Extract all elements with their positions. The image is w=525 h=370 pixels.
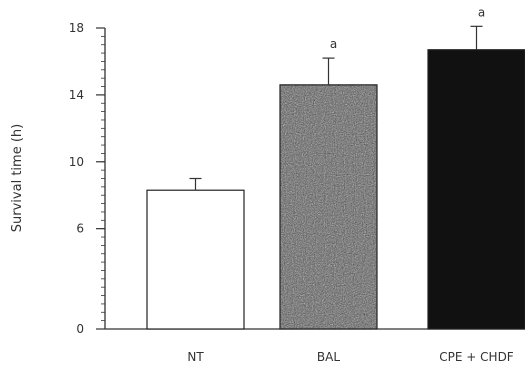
x-tick-label: CPE + CHDF (439, 350, 514, 364)
plot-area: 0 6 10 14 18 NT a BAL a CPE + CHDF (69, 5, 525, 364)
y-tick-label: 0 (76, 322, 84, 336)
y-tick-label: 14 (69, 88, 84, 102)
significance-label: a (478, 5, 485, 19)
y-axis-title: Survival time (h) (10, 124, 25, 232)
y-tick-label: 6 (76, 222, 84, 236)
y-tick-label: 10 (69, 155, 84, 169)
bar (146, 189, 245, 330)
x-tick-label: BAL (317, 350, 340, 364)
bar (427, 49, 525, 330)
significance-label: a (330, 37, 337, 51)
bar-texture (280, 84, 377, 329)
x-tick-label: NT (187, 350, 204, 364)
y-tick-label: 18 (69, 21, 84, 35)
